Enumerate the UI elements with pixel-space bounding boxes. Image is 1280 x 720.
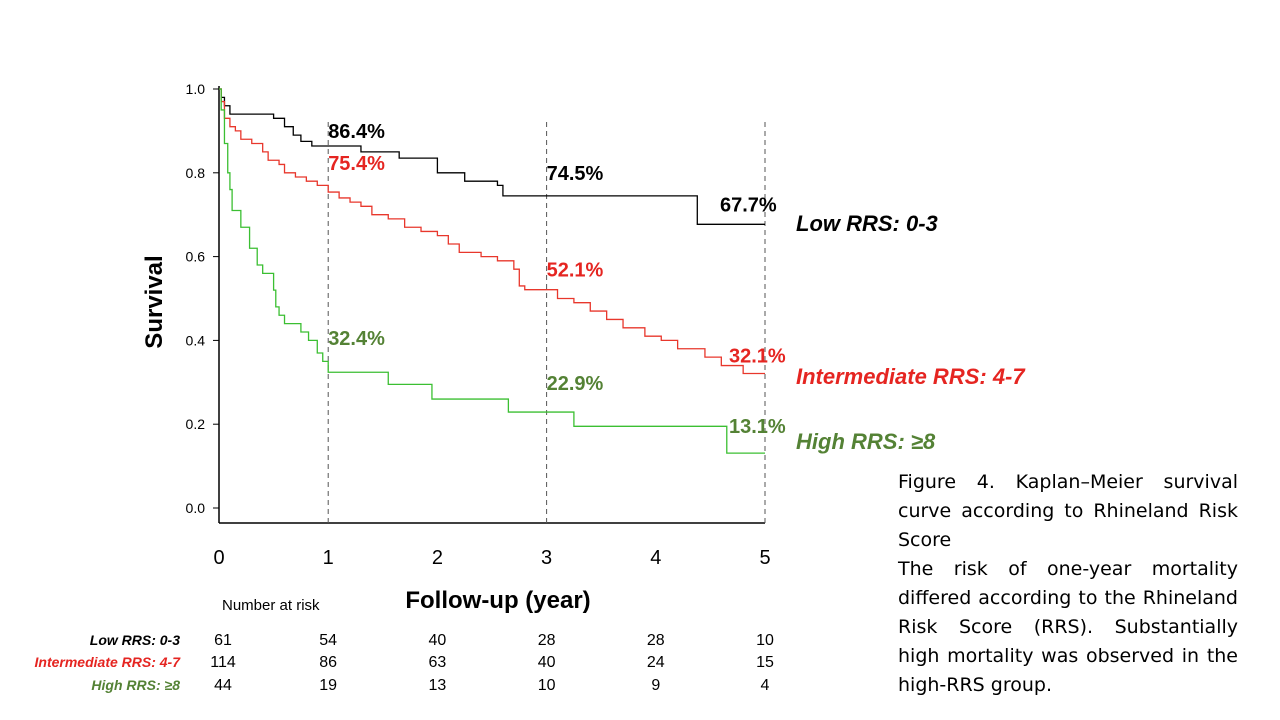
y-tick-label: 0.0 xyxy=(186,500,206,516)
risk-row-label: Intermediate RRS: 4-7 xyxy=(34,654,180,670)
survival-annotation: 74.5% xyxy=(547,163,604,185)
survival-annotation: 32.4% xyxy=(328,328,385,350)
x-tick-label: 4 xyxy=(650,547,661,569)
survival-curves xyxy=(219,88,765,454)
survival-curve-series-2 xyxy=(219,88,765,454)
risk-cell: 63 xyxy=(428,654,447,671)
risk-cell: 44 xyxy=(214,677,232,694)
risk-cell: 19 xyxy=(319,677,338,694)
risk-cell: 40 xyxy=(428,632,447,649)
figure-caption: Figure 4. Kaplan–Meier survival curve ac… xyxy=(898,468,1238,700)
legend-entry-series-2: High RRS: ≥8 xyxy=(796,429,936,454)
survival-annotation: 67.7% xyxy=(720,194,777,216)
risk-cell: 54 xyxy=(319,632,338,649)
risk-cell: 114 xyxy=(210,654,236,671)
risk-row-label: Low RRS: 0-3 xyxy=(89,632,180,648)
risk-cell: 15 xyxy=(756,654,774,671)
survival-annotation: 13.1% xyxy=(729,416,786,438)
x-tick-label: 3 xyxy=(541,547,552,569)
risk-cell: 13 xyxy=(428,677,447,694)
survival-annotation: 32.1% xyxy=(729,346,786,368)
risk-cell: 28 xyxy=(646,632,665,649)
risk-cell: 10 xyxy=(756,632,774,649)
risk-cell: 40 xyxy=(537,654,556,671)
survival-annotation: 86.4% xyxy=(328,121,385,143)
chart-axes: 0.0 0.2 0.4 0.6 0.8 1.0 0 1 2 3 4 5 xyxy=(186,81,771,569)
y-tick-label: 0.6 xyxy=(186,249,206,265)
survival-curve-series-0 xyxy=(219,88,765,225)
risk-cell: 28 xyxy=(537,632,556,649)
curve-legend: Low RRS: 0-3 Intermediate RRS: 4-7 High RR… xyxy=(796,211,1026,454)
y-tick-label: 1.0 xyxy=(186,81,206,97)
risk-cell: 86 xyxy=(319,654,338,671)
risk-cell: 9 xyxy=(651,677,661,694)
x-tick-label: 0 xyxy=(213,547,224,569)
risk-cell: 4 xyxy=(760,677,770,694)
y-tick-label: 0.2 xyxy=(186,416,206,432)
caption-body: The risk of one-year mortality differed … xyxy=(898,558,1238,696)
number-at-risk-title: Number at risk xyxy=(222,597,320,614)
legend-entry-series-0: Low RRS: 0-3 xyxy=(796,211,938,236)
survival-annotation: 22.9% xyxy=(547,373,604,395)
x-tick-label: 1 xyxy=(323,547,334,569)
risk-cell: 24 xyxy=(646,654,665,671)
y-tick-label: 0.4 xyxy=(186,332,206,348)
x-axis-label: Follow-up (year) xyxy=(405,587,590,614)
y-tick-label: 0.8 xyxy=(186,165,206,181)
risk-cell: 61 xyxy=(214,632,232,649)
caption-title: Figure 4. Kaplan–Meier survival curve ac… xyxy=(898,471,1238,551)
survival-annotation: 75.4% xyxy=(328,153,385,175)
risk-cell: 10 xyxy=(537,677,556,694)
risk-row-label: High RRS: ≥8 xyxy=(91,677,180,693)
x-tick-label: 5 xyxy=(759,547,770,569)
y-axis-label: Survival xyxy=(141,255,168,348)
survival-curve-series-1 xyxy=(219,88,765,375)
survival-annotations: 86.4% 74.5% 67.7% 75.4% 52.1% 32.1% 32.4% 22.9%… xyxy=(328,121,786,438)
legend-entry-series-1: Intermediate RRS: 4-7 xyxy=(796,364,1026,389)
survival-annotation: 52.1% xyxy=(547,260,604,282)
x-tick-label: 2 xyxy=(432,547,443,569)
